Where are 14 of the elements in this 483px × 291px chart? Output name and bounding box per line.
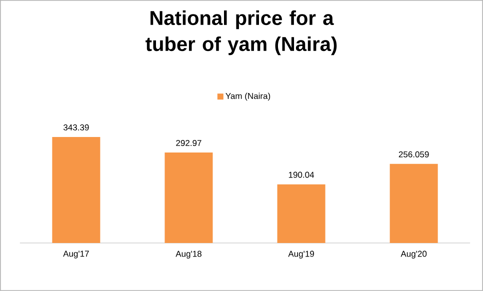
bar [164, 152, 213, 244]
x-tick-label: Aug'20 [400, 250, 427, 259]
x-tick-label: Aug'19 [288, 250, 314, 259]
data-label: 343.39 [64, 124, 89, 130]
data-label: 292.97 [176, 140, 202, 146]
bar [52, 137, 100, 244]
x-tick-label: Aug'17 [63, 250, 89, 258]
data-label: 190.04 [288, 172, 314, 178]
chart-title: National price for a tuber of yam (Naira) [146, 10, 337, 56]
bar [277, 184, 326, 244]
bar [390, 164, 438, 244]
x-tick-label: Aug'18 [176, 250, 202, 259]
legend-label: Yam (Naira) [226, 92, 270, 101]
data-label: 256.059 [398, 151, 429, 158]
